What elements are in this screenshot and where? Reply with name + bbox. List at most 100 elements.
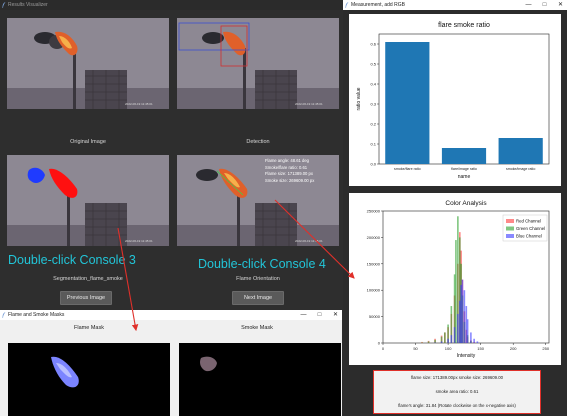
overlay-line: Flame size: 171389.00 px	[265, 171, 313, 177]
detection-caption: Detection	[246, 139, 270, 145]
hist-bar-blue-channel	[460, 284, 462, 343]
overlay-line: Flame angle: 48.61 deg	[265, 158, 309, 163]
bar-2	[498, 138, 543, 164]
smoke-mask-label: Smoke Mask	[241, 325, 273, 331]
window-title: Flame and Smoke Masks	[8, 312, 65, 318]
x-tick-label: 150	[477, 346, 484, 351]
chart-title: Color Analysis	[445, 200, 487, 207]
y-tick-label: 50000	[369, 314, 381, 319]
x-axis-label: Intensity	[457, 353, 476, 359]
y-tick-label: 0.4	[370, 82, 376, 87]
orientation-image: 2022-06-19 11:45:01 Flame angle: 48.61 d…	[177, 155, 339, 246]
hist-bar-red-channel	[421, 341, 423, 343]
y-tick-label: 0.3	[370, 102, 376, 107]
smoke-bbox	[178, 22, 250, 51]
hist-bar-green-channel	[440, 336, 443, 343]
hist-bar-blue-channel	[461, 279, 464, 343]
results-visualizer-titlebar[interactable]: Results Visualizer	[0, 0, 347, 10]
original-image: 2022-06-19 11:45:01	[7, 18, 169, 109]
smoke-mask-image	[179, 343, 341, 416]
smoke-segment	[27, 167, 45, 183]
hist-bar-green-channel	[459, 237, 461, 343]
hist-bar-green-channel	[434, 339, 436, 343]
y-tick-label: 250000	[367, 209, 381, 214]
color-chart-panel: Color Analysis 0 50000 100000 150000 200000 25…	[349, 193, 561, 365]
masks-titlebar[interactable]: Flame and Smoke Masks — □ ✕	[0, 310, 342, 320]
next-image-button[interactable]: Next Image	[232, 291, 284, 305]
hist-bar-blue-channel	[476, 341, 479, 343]
hist-bar-green-channel	[453, 274, 456, 343]
minimize-icon[interactable]: —	[300, 312, 307, 318]
measurement-window: Measurement, add RGB — □ ✕ flare smoke r…	[343, 0, 567, 416]
y-axis-label: ratio value	[356, 87, 362, 110]
x-tick-label: flare/image ratio	[451, 167, 477, 171]
hist-bar-blue-channel	[465, 306, 468, 343]
y-tick-label: 100000	[367, 288, 381, 293]
size-stats: flame size: 171389.00px smoke size: 2696…	[411, 375, 503, 380]
hist-bar-blue-channel	[459, 300, 461, 343]
minimize-icon[interactable]: —	[525, 2, 532, 8]
feather-icon	[2, 2, 6, 8]
svg-text:2022-06-19 11:45:01: 2022-06-19 11:45:01	[125, 239, 153, 243]
hist-bar-blue-channel	[447, 338, 449, 343]
orientation-overlay: Flame angle: 48.61 deg Smoke/flare ratio…	[265, 158, 314, 184]
y-tick-label: 0.5	[370, 62, 376, 67]
console-4-label[interactable]: Double-click Console 4	[198, 257, 326, 271]
hist-bar-blue-channel	[470, 332, 472, 343]
masks-window: Flame and Smoke Masks — □ ✕ Flame Mask S…	[0, 310, 342, 416]
hist-bar-blue-channel	[466, 319, 469, 343]
ratio-chart-panel: flare smoke ratio 0.0 0.1 0.2 0.3 0.4 0.5 0.6 sm…	[349, 14, 561, 186]
bar-1	[441, 148, 487, 164]
flame-segment	[49, 168, 78, 198]
maximize-icon[interactable]: □	[542, 2, 547, 8]
hist-bar-blue-channel	[473, 338, 475, 343]
x-axis-label: name	[458, 174, 471, 180]
flame-mask-label: Flame Mask	[74, 325, 104, 331]
measurement-titlebar[interactable]: Measurement, add RGB — □ ✕	[343, 0, 567, 10]
hist-bar-blue-channel	[450, 335, 453, 343]
x-tick-label: 200	[510, 346, 517, 351]
overlay-line: Smoke/flare ratio: 0.61	[265, 164, 308, 170]
x-tick-label: 0	[382, 346, 385, 351]
feather-icon	[345, 2, 349, 8]
original-image-caption: Original Image	[70, 139, 106, 145]
flame-axis-line	[216, 170, 244, 196]
chart-title: flare smoke ratio	[438, 22, 490, 29]
legend-swatch	[506, 226, 514, 231]
area-ratio-stat: smoke area ratio: 0.61	[435, 389, 479, 394]
x-tick-label: 50	[413, 346, 418, 351]
segmentation-image: 2022-06-19 11:45:01	[7, 155, 169, 246]
y-tick-label: 150000	[367, 261, 381, 266]
legend-label: Green Channel	[516, 226, 545, 231]
window-title: Measurement, add RGB	[351, 2, 405, 8]
y-tick-label: 0.2	[370, 122, 376, 127]
hist-bar-blue-channel	[457, 313, 459, 343]
console-3-label[interactable]: Double-click Console 3	[8, 253, 136, 267]
hist-bar-green-channel	[447, 324, 449, 343]
overlay-line: Smoke size: 269609.00 px	[265, 177, 315, 183]
legend-swatch	[506, 234, 514, 238]
legend-swatch	[506, 219, 514, 223]
hist-bar-green-channel	[455, 240, 457, 343]
flame-bbox	[220, 25, 248, 67]
hist-bar-green-channel	[444, 332, 446, 343]
y-tick-label: 0.6	[370, 42, 376, 47]
close-icon[interactable]: ✕	[557, 2, 564, 8]
hist-bar-green-channel	[421, 342, 423, 343]
maximize-icon[interactable]: □	[317, 312, 322, 318]
hist-bar-green-channel	[457, 216, 459, 343]
x-tick-label: 250	[542, 346, 549, 351]
previous-image-button[interactable]: Previous Image	[60, 291, 112, 305]
close-icon[interactable]: ✕	[332, 312, 339, 318]
legend-label: Blue Channel	[516, 234, 542, 239]
hist-bar-green-channel	[450, 306, 453, 343]
flame-mask-image	[8, 343, 170, 416]
hist-bar-blue-channel	[434, 342, 436, 343]
hist-bar-blue-channel	[440, 341, 443, 343]
hist-bar-blue-channel	[463, 290, 466, 343]
segmentation-caption: Segmentation_flame_smoke	[53, 276, 123, 282]
svg-text:2022-06-19 11:45:01: 2022-06-19 11:45:01	[125, 102, 153, 106]
stats-box: flame size: 171389.00px smoke size: 2696…	[373, 370, 541, 414]
svg-text:2022-06-19 11:45:01: 2022-06-19 11:45:01	[295, 239, 323, 243]
detection-image: 2022-06-19 11:45:01	[177, 18, 339, 109]
